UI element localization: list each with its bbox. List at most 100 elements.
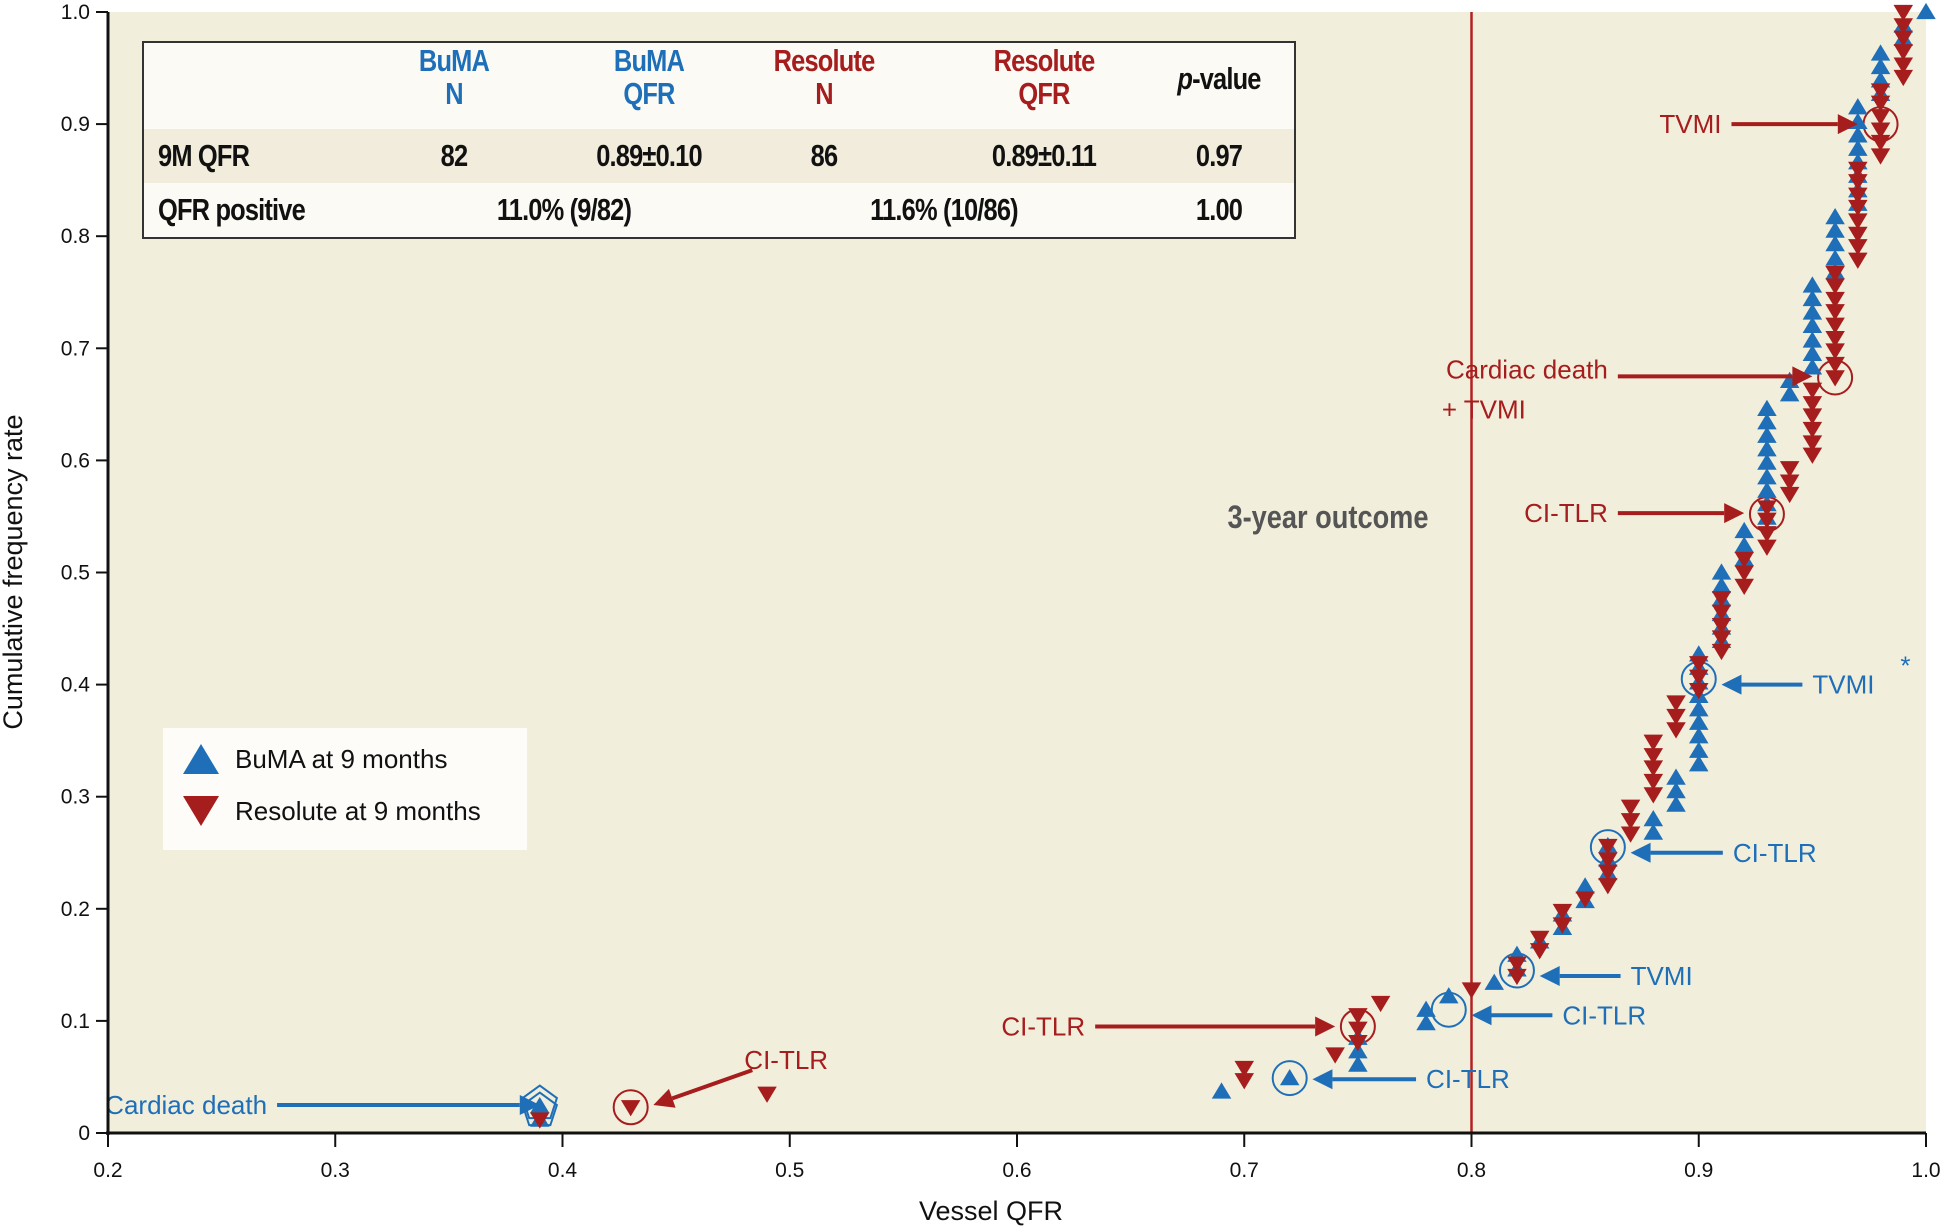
resolute-point [1825, 304, 1845, 321]
annotation-label: CI-TLR [1426, 1064, 1510, 1094]
resolute-point [1802, 421, 1823, 439]
statistics-table: BuMA N BuMA QFR Resolute N Resolute QFR p-va… [142, 41, 1296, 239]
event-circle-marker [612, 1089, 649, 1126]
resolute-point [1598, 838, 1618, 856]
buma-point [1757, 426, 1777, 443]
arrowhead-icon [1792, 366, 1813, 387]
buma-point [1757, 399, 1777, 416]
header-line: QFR [623, 75, 675, 111]
arrowhead-icon [653, 1088, 676, 1108]
arrowhead-icon [1315, 1016, 1336, 1037]
arrowhead-icon [1837, 114, 1858, 135]
resolute-point [1825, 370, 1845, 387]
data-points [530, 2, 1936, 1129]
resolute-point [1757, 539, 1777, 556]
legend-label: BuMA at 9 months [235, 743, 448, 774]
buma-point [1757, 440, 1777, 457]
resolute-point [1370, 995, 1391, 1013]
buma-point [1439, 987, 1459, 1004]
resolute-point [757, 1086, 777, 1103]
resolute-point [1848, 239, 1868, 256]
resolute-point [1870, 109, 1891, 126]
x-tick-label: 0.3 [321, 1159, 350, 1182]
resolute-point [1825, 291, 1845, 309]
header-buma-n: BuMA N [388, 43, 519, 110]
resolute-point [1848, 252, 1868, 269]
resolute-point [1348, 1008, 1368, 1025]
y-tick-label: 0.6 [61, 449, 90, 472]
buma-point [1802, 344, 1823, 362]
annotation-label: CI-TLR [1733, 838, 1817, 868]
arrowhead-icon [1312, 1069, 1333, 1090]
legend: BuMA at 9 months Resolute at 9 months [163, 728, 527, 850]
y-axis-label: Cumulative frequency rate [0, 414, 28, 729]
y-tick-label: 0 [78, 1122, 90, 1145]
annotation-label: CI-TLR [1001, 1012, 1085, 1042]
resolute-point [1666, 708, 1686, 726]
triangle-down-icon [183, 796, 219, 826]
buma-point [1689, 700, 1709, 717]
buma-point [1802, 331, 1823, 348]
row-label: QFR positive [158, 191, 306, 227]
table-header-row: BuMA N BuMA QFR Resolute N Resolute QFR p-va… [144, 43, 1294, 129]
annotation-label: CI-TLR [744, 1045, 828, 1075]
arrowhead-icon [519, 1094, 540, 1115]
resolute-point [1802, 447, 1823, 464]
p-value-suffix: -value [1192, 61, 1261, 96]
table-row-9m-qfr: 9M QFR 82 0.89±0.10 86 0.89±0.11 0.97 [144, 129, 1294, 183]
annotation-label-line2: + TVMI [1442, 394, 1526, 424]
row-label: 9M QFR [158, 137, 250, 173]
resolute-point [1848, 226, 1868, 244]
resolute-point [1643, 760, 1664, 777]
buma-point [1802, 303, 1823, 320]
x-tick-label: 0.9 [1684, 1159, 1713, 1182]
resolute-point [1870, 134, 1891, 152]
resolute-point [1757, 526, 1777, 543]
annotation-label: TVMI [1659, 109, 1721, 139]
buma-point [1348, 1055, 1368, 1072]
buma-point [1825, 249, 1845, 266]
resolute-point [1643, 773, 1664, 791]
header-buma-qfr: BuMA QFR [567, 44, 731, 111]
resolute-point [1802, 408, 1823, 425]
buma-point [1848, 98, 1868, 115]
annotation-label: Cardiac death [105, 1090, 267, 1120]
resolute-point [1598, 864, 1618, 881]
resolute-point [1848, 213, 1868, 230]
y-tick-label: 0.9 [61, 113, 90, 136]
header-p-value: p-value [1158, 61, 1281, 96]
buma-point [1666, 781, 1686, 799]
resolute-point [1620, 826, 1641, 843]
resolute-point [1552, 903, 1573, 921]
header-resolute-qfr: Resolute QFR [946, 44, 1143, 110]
x-tick-label: 0.2 [93, 1159, 122, 1182]
buma-point [1666, 768, 1686, 785]
resolute-point [1620, 799, 1641, 816]
resolute-point [1893, 57, 1914, 74]
resolute-point [1779, 461, 1800, 478]
resolute-point [1802, 396, 1823, 413]
header-line: BuMA [418, 43, 490, 78]
buma-point [1757, 481, 1777, 498]
resolute-point [1848, 161, 1868, 179]
resolute-point [1870, 148, 1891, 165]
resolute-point [1711, 604, 1732, 621]
buma-point [1711, 576, 1732, 594]
annotation-label: Cardiac death [1446, 354, 1608, 384]
resolute-point [1552, 917, 1573, 934]
p-italic: p [1177, 61, 1193, 96]
resolute-point [1870, 122, 1891, 139]
legend-item-resolute: Resolute at 9 months [181, 794, 481, 828]
resolute-point [1893, 44, 1914, 61]
resolute-point [1870, 83, 1891, 100]
arrowhead-icon [1471, 1005, 1492, 1026]
buma-point [1870, 44, 1891, 61]
resolute-point [1598, 852, 1618, 869]
resolute-point [1711, 618, 1732, 635]
resolute-point [1848, 199, 1868, 217]
resolute-point [1598, 878, 1618, 895]
y-tick-label: 0.3 [61, 786, 90, 809]
header-line: Resolute [773, 43, 876, 78]
buma-point [1802, 358, 1823, 375]
buma-point [1211, 1082, 1232, 1099]
